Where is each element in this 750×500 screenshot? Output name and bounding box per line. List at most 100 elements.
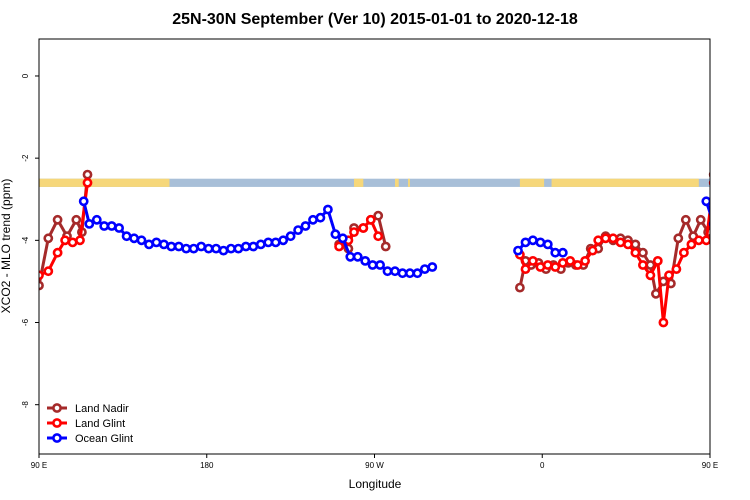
data-point [695, 214, 706, 225]
data-point [572, 260, 583, 270]
data-point [337, 233, 348, 244]
data-point [360, 255, 371, 266]
data-point [404, 268, 415, 279]
data-point [733, 222, 740, 229]
data-point [513, 245, 523, 256]
x-tick-label: 90 W [365, 461, 384, 470]
data-point [322, 204, 333, 215]
data-point [52, 247, 63, 258]
data-point [630, 247, 641, 258]
series-land-glint [39, 177, 710, 328]
data-point [218, 245, 229, 256]
land-band-segment [39, 178, 170, 187]
land-ocean-mask-band [39, 178, 750, 187]
data-point [151, 237, 162, 248]
land-band-segment [395, 178, 399, 187]
y-tick-label: -2 [21, 154, 30, 162]
land-band-segment [714, 179, 750, 187]
data-point [367, 260, 378, 270]
data-point [600, 233, 611, 244]
data-point [78, 196, 89, 207]
data-point [412, 268, 423, 279]
data-point [106, 221, 117, 231]
data-point [587, 245, 598, 256]
data-point [528, 255, 538, 266]
data-point [740, 224, 747, 231]
data-point [658, 317, 669, 328]
data-point [652, 255, 663, 266]
data-point [708, 179, 710, 186]
data-point [270, 237, 281, 248]
data-point [701, 235, 710, 246]
data-point [701, 196, 710, 207]
data-point [623, 239, 633, 250]
data-point [43, 266, 54, 277]
land-band-segment [551, 178, 699, 187]
data-point [645, 270, 656, 281]
data-point [334, 241, 344, 252]
x-tick-label: 0 [540, 461, 545, 470]
data-point [255, 239, 266, 250]
data-point [136, 235, 147, 246]
data-point [565, 255, 576, 266]
plot-frame [38, 38, 711, 455]
data-point [557, 247, 568, 258]
data-point [708, 220, 710, 228]
data-point [82, 177, 93, 188]
data-point [390, 266, 400, 277]
data-point [91, 214, 102, 225]
data-point [375, 260, 385, 270]
land-band-segment [408, 178, 410, 187]
x-axis-label: Longitude [349, 477, 402, 491]
legend-marker [52, 433, 62, 443]
data-point [99, 221, 110, 231]
data-point [52, 214, 63, 225]
data-point [535, 237, 546, 248]
data-point [520, 264, 531, 274]
data-point [358, 223, 369, 233]
land-band-segment [519, 178, 545, 187]
data-point [608, 233, 618, 244]
x-axis: 90 E 180 90 W 0 90 E [31, 454, 718, 470]
data-point [315, 212, 326, 223]
data-point [382, 266, 393, 277]
data-point [593, 235, 604, 246]
data-point [75, 235, 85, 246]
data-point [515, 282, 525, 293]
data-point [550, 262, 561, 272]
series-layer [39, 169, 747, 328]
data-point [615, 237, 626, 248]
legend-label: Land Glint [75, 418, 125, 430]
data-point [352, 251, 363, 262]
legend-label: Ocean Glint [75, 433, 133, 445]
data-point [380, 241, 391, 252]
data-point [679, 247, 689, 258]
chart-title: 25N-30N September (Ver 10) 2015-01-01 to… [172, 11, 578, 28]
data-point [427, 262, 438, 272]
data-point [330, 229, 341, 240]
data-point [651, 288, 661, 299]
data-point [248, 241, 259, 252]
data-point [664, 270, 674, 281]
y-axis-label: XCO2 - MLO trend (ppm) [0, 179, 13, 314]
data-point [82, 169, 93, 180]
land-band-segment [353, 178, 364, 187]
data-point [365, 214, 376, 225]
data-point [233, 243, 244, 254]
data-point [680, 214, 691, 225]
data-point [188, 243, 199, 254]
x-tick-label: 90 E [702, 461, 718, 470]
data-point [542, 260, 553, 270]
data-point [638, 247, 648, 258]
legend-marker [52, 418, 62, 428]
data-point [71, 214, 82, 225]
data-point [686, 239, 697, 250]
y-tick-label: -8 [21, 401, 30, 409]
data-point [285, 231, 296, 242]
y-tick-label: -4 [21, 236, 30, 244]
data-point [349, 227, 359, 237]
data-point [535, 262, 546, 272]
data-point [84, 218, 95, 229]
y-axis: 0 -2 -4 -6 -8 [21, 73, 39, 408]
data-point [144, 239, 154, 250]
